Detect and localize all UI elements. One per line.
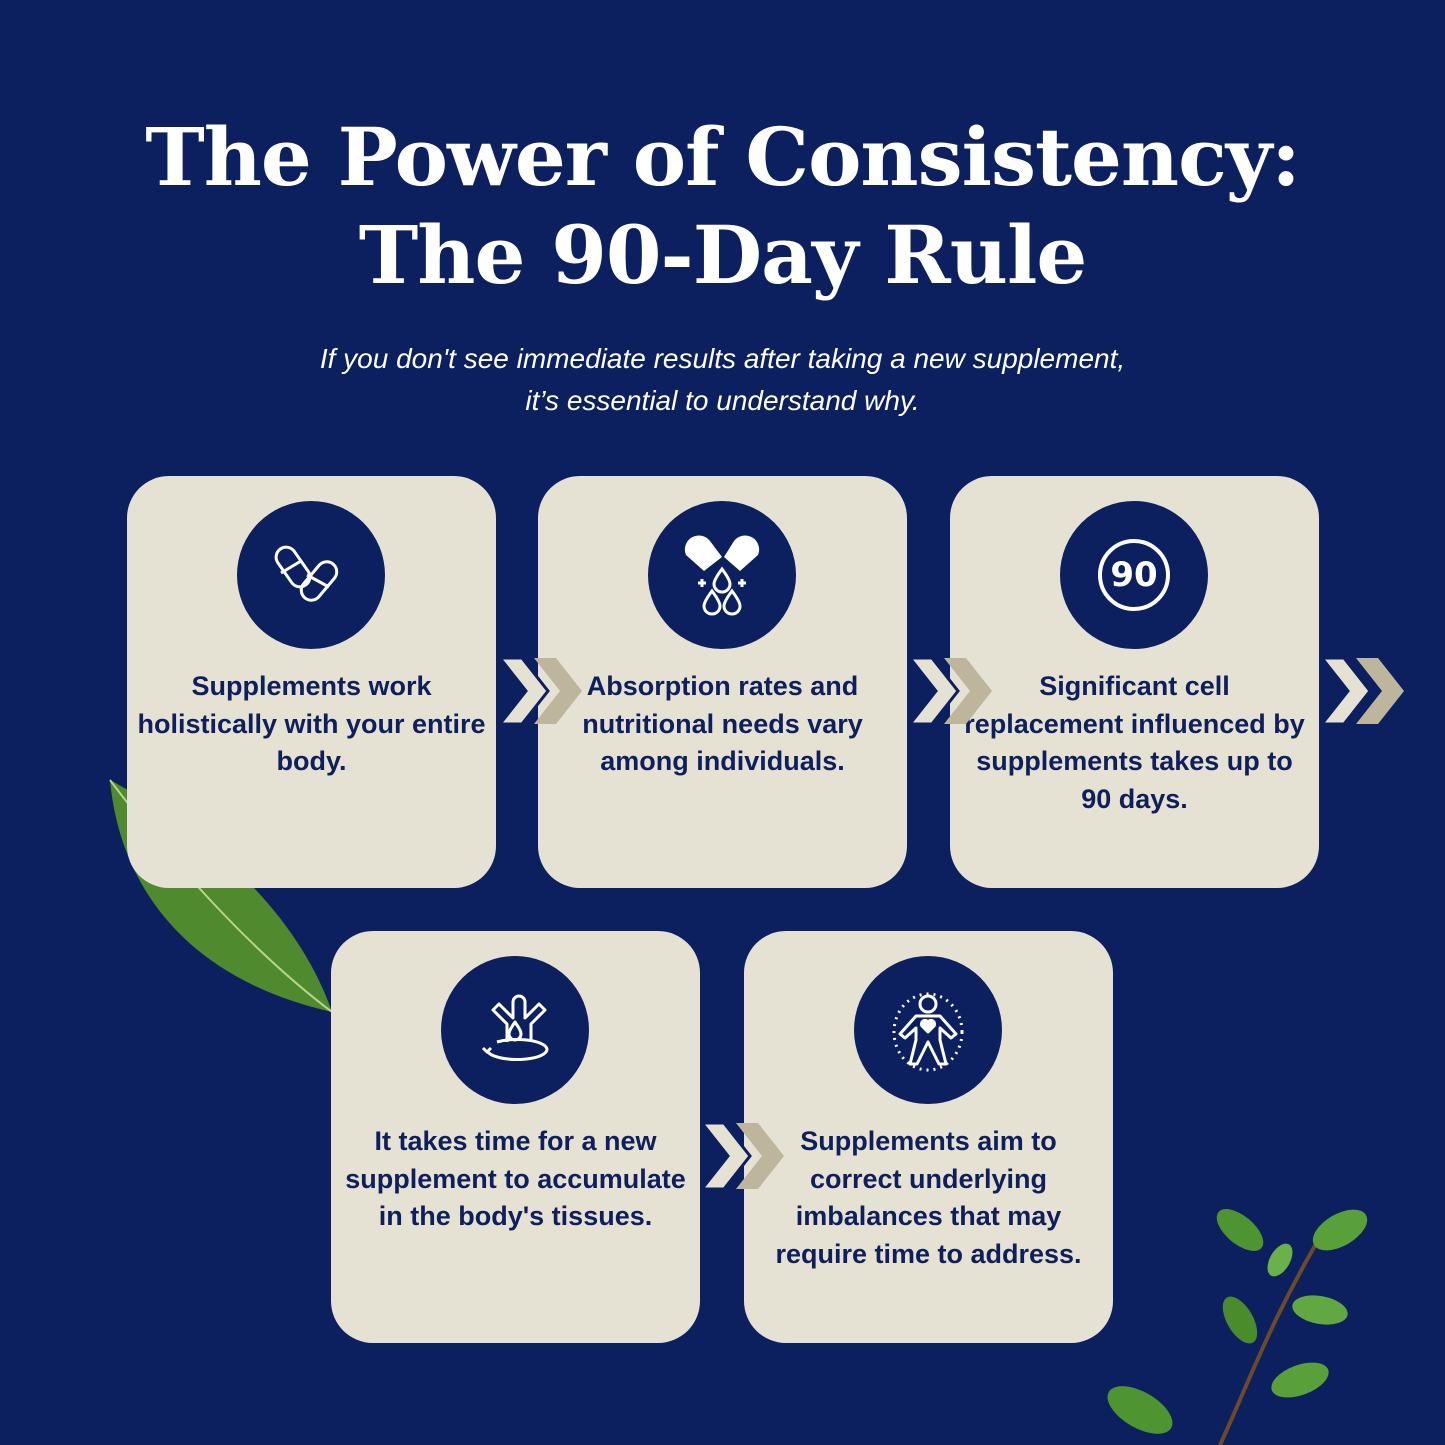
- chevron-arrow-1: [498, 656, 582, 726]
- body-heart-icon: [854, 956, 1002, 1104]
- capsule-drops-icon: [648, 501, 796, 649]
- body-absorption-icon: [441, 956, 589, 1104]
- step-text-1: Supplements work holistically with your …: [137, 671, 486, 776]
- page-title: The Power of Consistency: The 90-Day Rul…: [0, 108, 1445, 304]
- step-card-2: Absorption rates and nutritional needs v…: [538, 476, 907, 888]
- chevron-arrow-4: [700, 1121, 784, 1191]
- step-card-1: Supplements work holistically with your …: [127, 476, 496, 888]
- subtitle-line-2: it’s essential to understand why.: [525, 385, 920, 416]
- step-text-2: Absorption rates and nutritional needs v…: [582, 671, 863, 776]
- branch-decoration: [1107, 1209, 1368, 1445]
- step-card-5: Supplements aim to correct underlying im…: [744, 931, 1113, 1343]
- step-text-5: Supplements aim to correct underlying im…: [775, 1126, 1082, 1269]
- capsules-icon: [237, 501, 385, 649]
- title-line-2: The 90-Day Rule: [358, 208, 1087, 302]
- step-card-3: 90 Significant cell replacement influenc…: [950, 476, 1319, 888]
- ninety-label: 90: [1098, 539, 1170, 611]
- ninety-days-icon: 90: [1060, 501, 1208, 649]
- chevron-arrow-2: [908, 656, 992, 726]
- step-card-4: It takes time for a new supplement to ac…: [331, 931, 700, 1343]
- title-line-1: The Power of Consistency:: [145, 110, 1301, 204]
- subtitle: If you don't see immediate results after…: [0, 338, 1445, 422]
- step-text-3: Significant cell replacement influenced …: [964, 671, 1305, 814]
- chevron-arrow-3: [1320, 656, 1404, 726]
- subtitle-line-1: If you don't see immediate results after…: [319, 343, 1126, 374]
- step-text-4: It takes time for a new supplement to ac…: [345, 1126, 686, 1231]
